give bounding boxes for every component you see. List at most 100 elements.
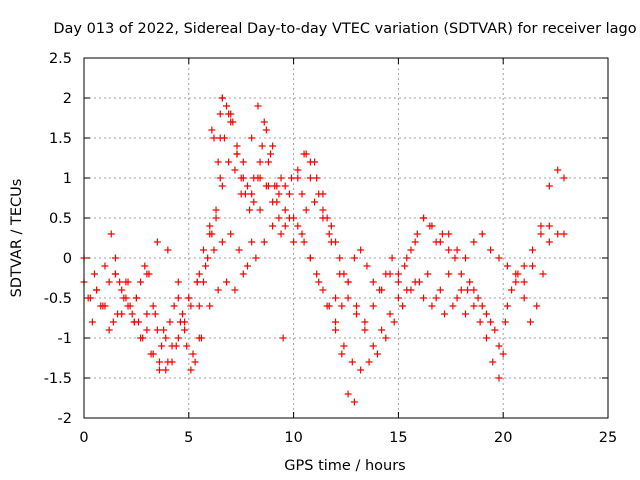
data-point <box>470 238 478 246</box>
data-point <box>229 118 237 126</box>
data-point <box>239 270 247 278</box>
data-point <box>206 302 214 310</box>
data-point <box>273 198 281 206</box>
y-tick-label: 2.5 <box>49 51 72 67</box>
data-point <box>382 270 390 278</box>
x-axis-label: GPS time / hours <box>284 458 405 474</box>
data-point <box>537 230 545 238</box>
data-point <box>315 190 323 198</box>
data-point <box>216 174 224 182</box>
y-tick-label: -1.5 <box>44 371 72 387</box>
data-point <box>438 230 446 238</box>
data-point <box>348 358 356 366</box>
data-point <box>344 294 352 302</box>
data-point <box>88 318 96 326</box>
data-point <box>361 326 369 334</box>
data-point <box>227 110 235 118</box>
data-point <box>275 214 283 222</box>
data-point <box>457 286 465 294</box>
data-point <box>109 318 117 326</box>
data-point <box>256 206 264 214</box>
data-point <box>401 262 409 270</box>
data-point <box>248 134 256 142</box>
data-point <box>487 318 495 326</box>
data-point <box>495 374 503 382</box>
data-point <box>294 222 302 230</box>
data-point <box>499 350 507 358</box>
data-point <box>277 230 285 238</box>
data-point <box>239 174 247 182</box>
data-point <box>495 254 503 262</box>
data-point <box>275 190 283 198</box>
data-point <box>195 334 203 342</box>
series-8 <box>107 230 203 374</box>
data-point <box>166 318 174 326</box>
y-tick-label: -0.5 <box>44 291 72 307</box>
data-point <box>378 326 386 334</box>
y-tick-label: 0 <box>63 251 72 267</box>
data-point <box>216 110 224 118</box>
data-point <box>176 318 184 326</box>
data-point <box>344 278 352 286</box>
data-point <box>533 302 541 310</box>
data-point <box>344 390 352 398</box>
data-point <box>560 230 568 238</box>
data-point <box>288 174 296 182</box>
data-point <box>243 262 251 270</box>
data-point <box>338 302 346 310</box>
data-point <box>254 102 262 110</box>
data-point <box>193 278 201 286</box>
data-point <box>231 286 239 294</box>
data-point <box>466 278 474 286</box>
data-point <box>476 318 484 326</box>
data-point <box>327 222 335 230</box>
data-point <box>323 214 331 222</box>
data-point <box>141 262 149 270</box>
data-point <box>122 278 130 286</box>
data-point <box>191 358 199 366</box>
data-point <box>199 278 207 286</box>
data-point <box>290 214 298 222</box>
data-point <box>158 342 166 350</box>
data-point <box>187 302 195 310</box>
data-point <box>545 238 553 246</box>
data-point <box>162 334 170 342</box>
data-point <box>529 262 537 270</box>
data-point <box>143 326 151 334</box>
data-point <box>155 366 163 374</box>
data-point <box>210 134 218 142</box>
data-point <box>218 94 226 102</box>
data-point <box>93 286 101 294</box>
data-point <box>149 302 157 310</box>
data-point <box>313 270 321 278</box>
data-point <box>189 350 197 358</box>
data-point <box>457 270 465 278</box>
data-point <box>445 246 453 254</box>
data-point <box>246 206 254 214</box>
data-point <box>248 190 256 198</box>
data-point <box>453 246 461 254</box>
data-point <box>120 294 128 302</box>
data-point <box>386 310 394 318</box>
data-point <box>319 206 327 214</box>
data-point <box>162 366 170 374</box>
data-point <box>302 150 310 158</box>
data-point <box>174 278 182 286</box>
data-point <box>298 230 306 238</box>
data-point <box>300 238 308 246</box>
data-point <box>137 278 145 286</box>
data-point <box>394 294 402 302</box>
data-point <box>231 166 239 174</box>
data-point <box>545 222 553 230</box>
data-point <box>508 286 516 294</box>
data-point <box>482 310 490 318</box>
data-point <box>172 342 180 350</box>
y-tick-label: 2 <box>63 91 72 107</box>
data-point <box>164 246 172 254</box>
data-point <box>491 326 499 334</box>
data-point <box>478 302 486 310</box>
data-point <box>407 246 415 254</box>
data-point <box>151 310 159 318</box>
data-point <box>474 294 482 302</box>
